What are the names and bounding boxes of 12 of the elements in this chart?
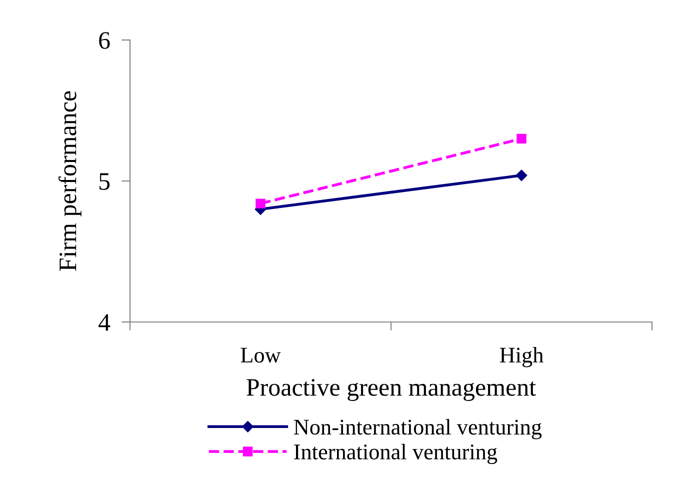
y-tick-label: 4 <box>98 314 110 331</box>
x-tick-label: High <box>500 347 544 368</box>
y-tick-label: 6 <box>99 32 110 49</box>
legend-label: Non-international venturing <box>294 419 542 440</box>
point <box>256 198 266 208</box>
point <box>516 170 528 181</box>
y-tick-label: 5 <box>100 173 110 190</box>
x-tick-label: Low <box>240 348 281 363</box>
y-axis-title: Firm performance <box>58 91 82 271</box>
x-axis-title: Proactive green management <box>246 379 536 401</box>
legend-label: International venturing <box>294 444 498 464</box>
point <box>516 134 526 144</box>
